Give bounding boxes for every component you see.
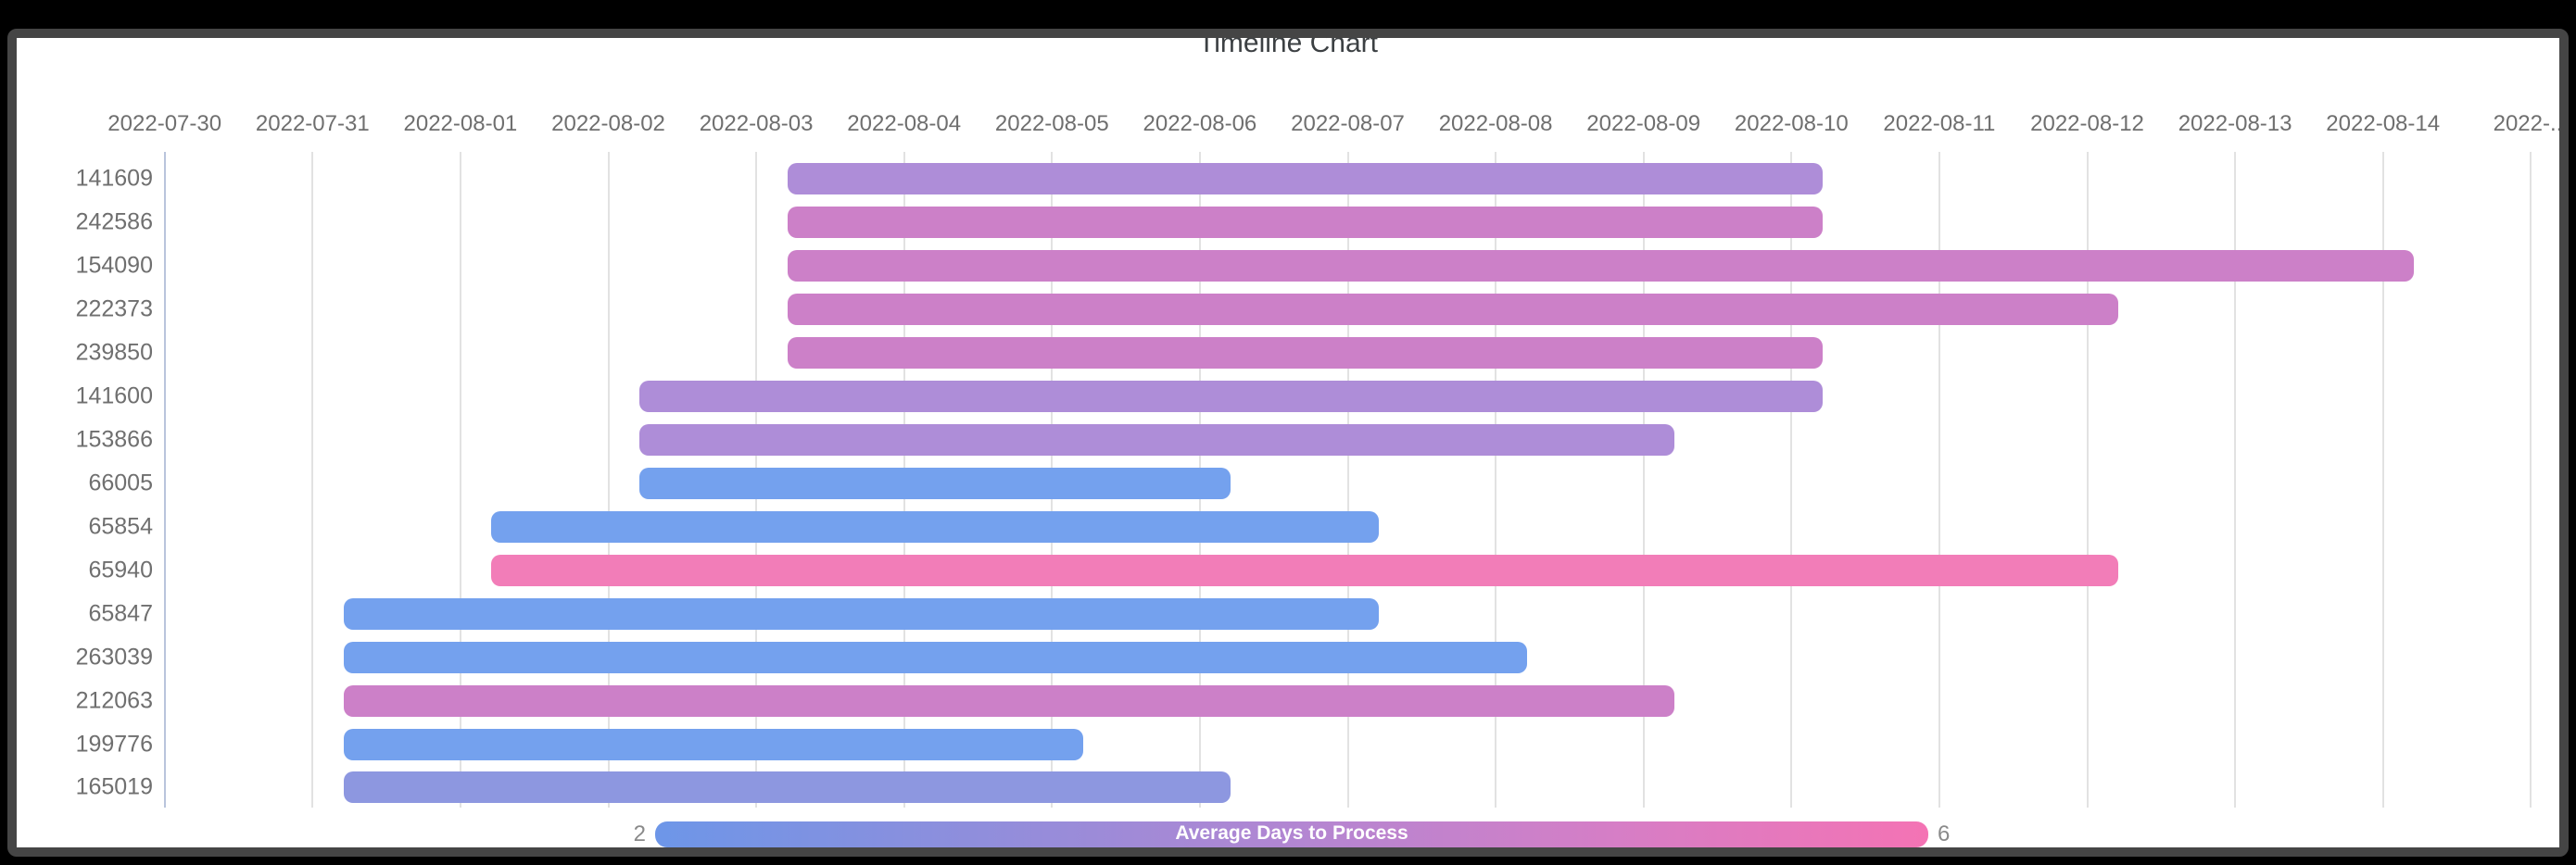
grid-line xyxy=(2234,152,2237,808)
grid-line xyxy=(2530,152,2532,808)
chart-window: Timeline Chart 2022-07-30 2022-07-31 2022-… xyxy=(7,29,2569,857)
row-label: 239850 xyxy=(75,339,153,366)
x-axis-tick-label: 2022-07-31 xyxy=(255,111,370,136)
row-label: 65847 xyxy=(88,600,153,627)
x-axis-tick-label: 2022-08-08 xyxy=(1438,111,1553,136)
x-axis-tick-label: 2022-08-13 xyxy=(2178,111,2292,136)
x-axis-tick-label: 2022-08-09 xyxy=(1586,111,1701,136)
legend-max-value: 6 xyxy=(1938,821,1951,846)
legend-gradient-bar xyxy=(655,821,1928,847)
x-axis-tick-label: 2022-08-11 xyxy=(1883,111,1996,136)
x-axis-tick-label: 2022-08-01 xyxy=(403,111,518,136)
grid-line xyxy=(2381,152,2384,808)
grid-line xyxy=(607,152,610,808)
row-label: 141600 xyxy=(75,382,153,409)
grid-line xyxy=(1495,152,1497,808)
row-label: 141609 xyxy=(75,165,153,192)
grid-line xyxy=(1346,152,1349,808)
legend-min-value: 2 xyxy=(633,821,646,846)
row-label: 199776 xyxy=(75,731,153,758)
grid-line xyxy=(1642,152,1645,808)
x-axis-tick-label: 2022-08-05 xyxy=(994,111,1109,136)
timeline-bar[interactable] xyxy=(343,728,1083,760)
timeline-bar[interactable] xyxy=(639,381,1823,412)
legend-title: Average Days to Process xyxy=(1175,822,1408,844)
row-label: 65940 xyxy=(88,557,153,583)
chart-title: Timeline Chart xyxy=(1198,29,1378,58)
row-label: 66005 xyxy=(88,470,153,496)
timeline-bar[interactable] xyxy=(343,684,1675,717)
timeline-bar[interactable] xyxy=(639,467,1231,499)
timeline-bar[interactable] xyxy=(787,207,1823,239)
row-label: 222373 xyxy=(75,295,153,322)
grid-line xyxy=(2086,152,2089,808)
timeline-bar[interactable] xyxy=(343,641,1527,673)
row-label: 153866 xyxy=(75,426,153,453)
x-axis-tick-label: 2022-08-06 xyxy=(1143,111,1257,136)
x-axis-tick-label: 2022-08-12 xyxy=(2030,111,2144,136)
timeline-bar[interactable] xyxy=(787,294,2118,326)
timeline-bar[interactable] xyxy=(491,510,1379,543)
row-label: 65854 xyxy=(88,513,153,540)
row-label: 154090 xyxy=(75,252,153,279)
x-axis-tick-label: 2022-08-02 xyxy=(551,111,665,136)
row-label: 263039 xyxy=(75,644,153,671)
grid-line xyxy=(163,152,166,808)
x-axis-tick-label: 2022-08-14 xyxy=(2326,111,2441,136)
x-axis-tick-label: 2022-08-10 xyxy=(1734,111,1849,136)
x-axis-tick-label: 2022-... xyxy=(2493,111,2569,136)
grid-line xyxy=(311,152,314,808)
timeline-bar[interactable] xyxy=(639,423,1675,456)
timeline-bar[interactable] xyxy=(787,163,1823,195)
timeline-bar[interactable] xyxy=(787,337,1823,370)
timeline-bar[interactable] xyxy=(343,597,1379,630)
row-label: 242586 xyxy=(75,208,153,235)
timeline-bar[interactable] xyxy=(343,771,1231,804)
x-axis-tick-label: 2022-08-03 xyxy=(699,111,814,136)
timeline-chart: Timeline Chart 2022-07-30 2022-07-31 2022-… xyxy=(17,29,2569,847)
grid-line xyxy=(1938,152,1940,808)
timeline-bar[interactable] xyxy=(787,250,2415,282)
x-axis-tick-label: 2022-08-07 xyxy=(1291,111,1405,136)
x-axis-tick-label: 2022-08-04 xyxy=(847,111,962,136)
timeline-bar[interactable] xyxy=(491,554,2118,586)
row-label: 212063 xyxy=(75,687,153,714)
row-label: 165019 xyxy=(75,773,153,800)
x-axis-tick-label: 2022-07-30 xyxy=(107,111,222,136)
grid-line xyxy=(459,152,461,808)
grid-line xyxy=(1790,152,1793,808)
